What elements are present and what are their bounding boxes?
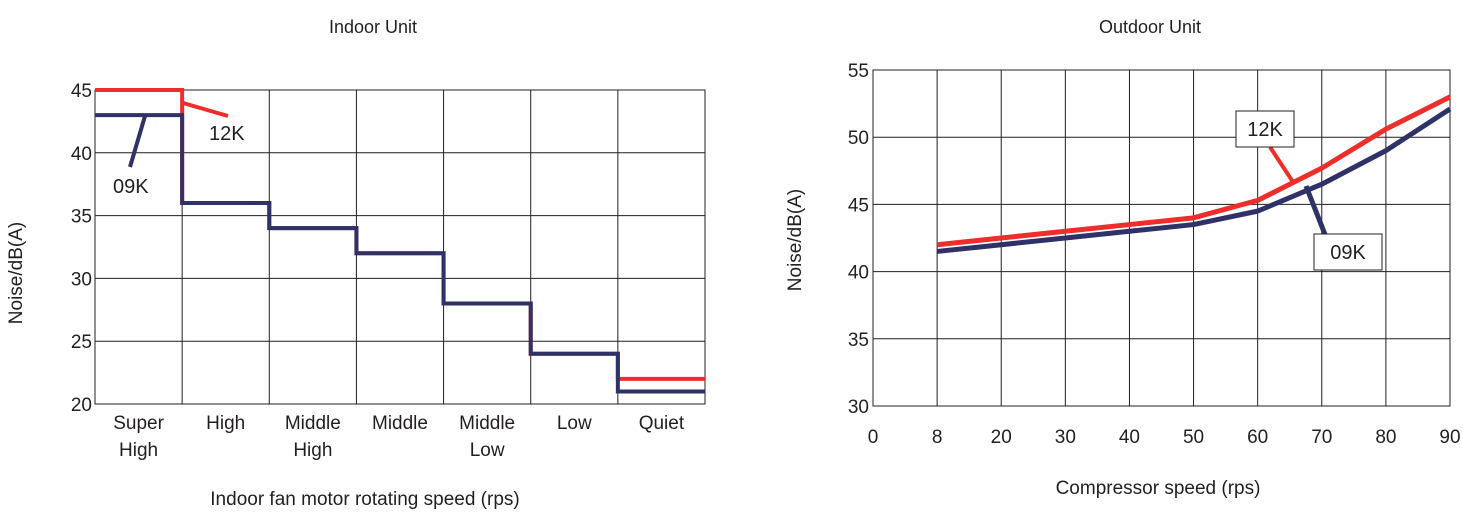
indoor-12k-label: 12K <box>209 123 245 145</box>
outdoor-y-tick-label: 45 <box>848 195 869 216</box>
outdoor-x-tick-labels: 0 8 20 30 40 50 60 70 80 90 <box>868 427 1461 448</box>
indoor-gridlines <box>94 89 706 405</box>
outdoor-y-tick-label: 35 <box>848 330 869 351</box>
indoor-x-tick-label: Middle <box>459 413 515 434</box>
indoor-plot-frame <box>94 89 706 405</box>
indoor-x-tick-label: Low <box>557 413 592 434</box>
outdoor-gridlines <box>872 69 1451 407</box>
outdoor-09k-label: 09K <box>1330 242 1366 264</box>
indoor-x-tick-label: Middle <box>285 413 341 434</box>
outdoor-12k-label-box <box>1235 110 1295 148</box>
indoor-chart-title: Indoor Unit <box>329 17 417 37</box>
outdoor-12k-label: 12K <box>1247 119 1283 141</box>
indoor-callouts: 12K 09K <box>113 101 245 198</box>
outdoor-x-tick-label: 40 <box>1119 427 1140 448</box>
indoor-x-tick-label: High <box>206 413 245 434</box>
outdoor-series-lines <box>936 94 1452 254</box>
outdoor-x-tick-label: 60 <box>1247 427 1268 448</box>
indoor-12k-callout-line <box>182 101 229 118</box>
indoor-y-tick-labels: 20 25 30 35 40 45 <box>71 81 92 416</box>
indoor-series-09k-line <box>95 113 705 394</box>
outdoor-09k-callout-line <box>1303 185 1329 238</box>
indoor-y-tick-label: 45 <box>71 81 92 102</box>
indoor-y-tick-label: 40 <box>71 144 92 165</box>
indoor-x-axis-label: Indoor fan motor rotating speed (rps) <box>210 489 519 510</box>
indoor-y-tick-label: 20 <box>71 395 92 416</box>
indoor-series-lines <box>95 88 705 394</box>
indoor-x-tick-label: Quiet <box>639 413 685 434</box>
outdoor-x-tick-label: 30 <box>1055 427 1076 448</box>
indoor-x-tick-label: Super <box>113 413 164 434</box>
indoor-series-12k-line <box>95 88 705 381</box>
indoor-y-tick-label: 35 <box>71 207 92 228</box>
indoor-x-tick-label: High <box>293 440 332 461</box>
outdoor-y-axis-label: Noise/dB(A) <box>785 189 806 291</box>
outdoor-x-tick-label: 8 <box>932 427 943 448</box>
outdoor-y-tick-label: 55 <box>848 61 869 82</box>
outdoor-x-tick-label: 20 <box>991 427 1012 448</box>
outdoor-x-tick-label: 0 <box>868 427 879 448</box>
outdoor-chart: Outdoor Unit 12K 09K 30 35 40 45 50 55 0 8 20 30… <box>785 17 1461 499</box>
outdoor-y-tick-label: 40 <box>848 263 869 284</box>
indoor-y-tick-label: 30 <box>71 269 92 290</box>
outdoor-series-09k-line <box>936 106 1452 254</box>
outdoor-y-tick-labels: 30 35 40 45 50 55 <box>848 61 869 418</box>
outdoor-x-tick-label: 80 <box>1375 427 1396 448</box>
outdoor-12k-callout-line <box>1268 145 1295 184</box>
indoor-09k-label: 09K <box>113 176 149 198</box>
indoor-x-tick-label: Middle <box>372 413 428 434</box>
outdoor-x-axis-label: Compressor speed (rps) <box>1056 478 1261 499</box>
indoor-09k-callout-line <box>128 115 147 168</box>
outdoor-09k-label-box <box>1313 233 1383 271</box>
indoor-chart: Indoor Unit 12K 09K 20 25 30 35 40 45 Super Hi… <box>6 17 706 510</box>
outdoor-callouts: 12K 09K <box>1235 110 1383 271</box>
outdoor-x-tick-label: 70 <box>1311 427 1332 448</box>
outdoor-x-tick-label: 90 <box>1439 427 1460 448</box>
indoor-x-tick-labels: Super High High Middle High Middle Middle Low Lo… <box>113 413 685 461</box>
outdoor-chart-title: Outdoor Unit <box>1099 17 1201 37</box>
indoor-x-tick-label: High <box>119 440 158 461</box>
indoor-y-axis-label: Noise/dB(A) <box>6 222 27 324</box>
outdoor-y-tick-label: 30 <box>848 397 869 418</box>
outdoor-x-tick-label: 50 <box>1183 427 1204 448</box>
outdoor-series-12k-line <box>936 94 1452 248</box>
outdoor-y-tick-label: 50 <box>848 128 869 149</box>
indoor-x-tick-label: Low <box>470 440 505 461</box>
indoor-y-tick-label: 25 <box>71 332 92 353</box>
